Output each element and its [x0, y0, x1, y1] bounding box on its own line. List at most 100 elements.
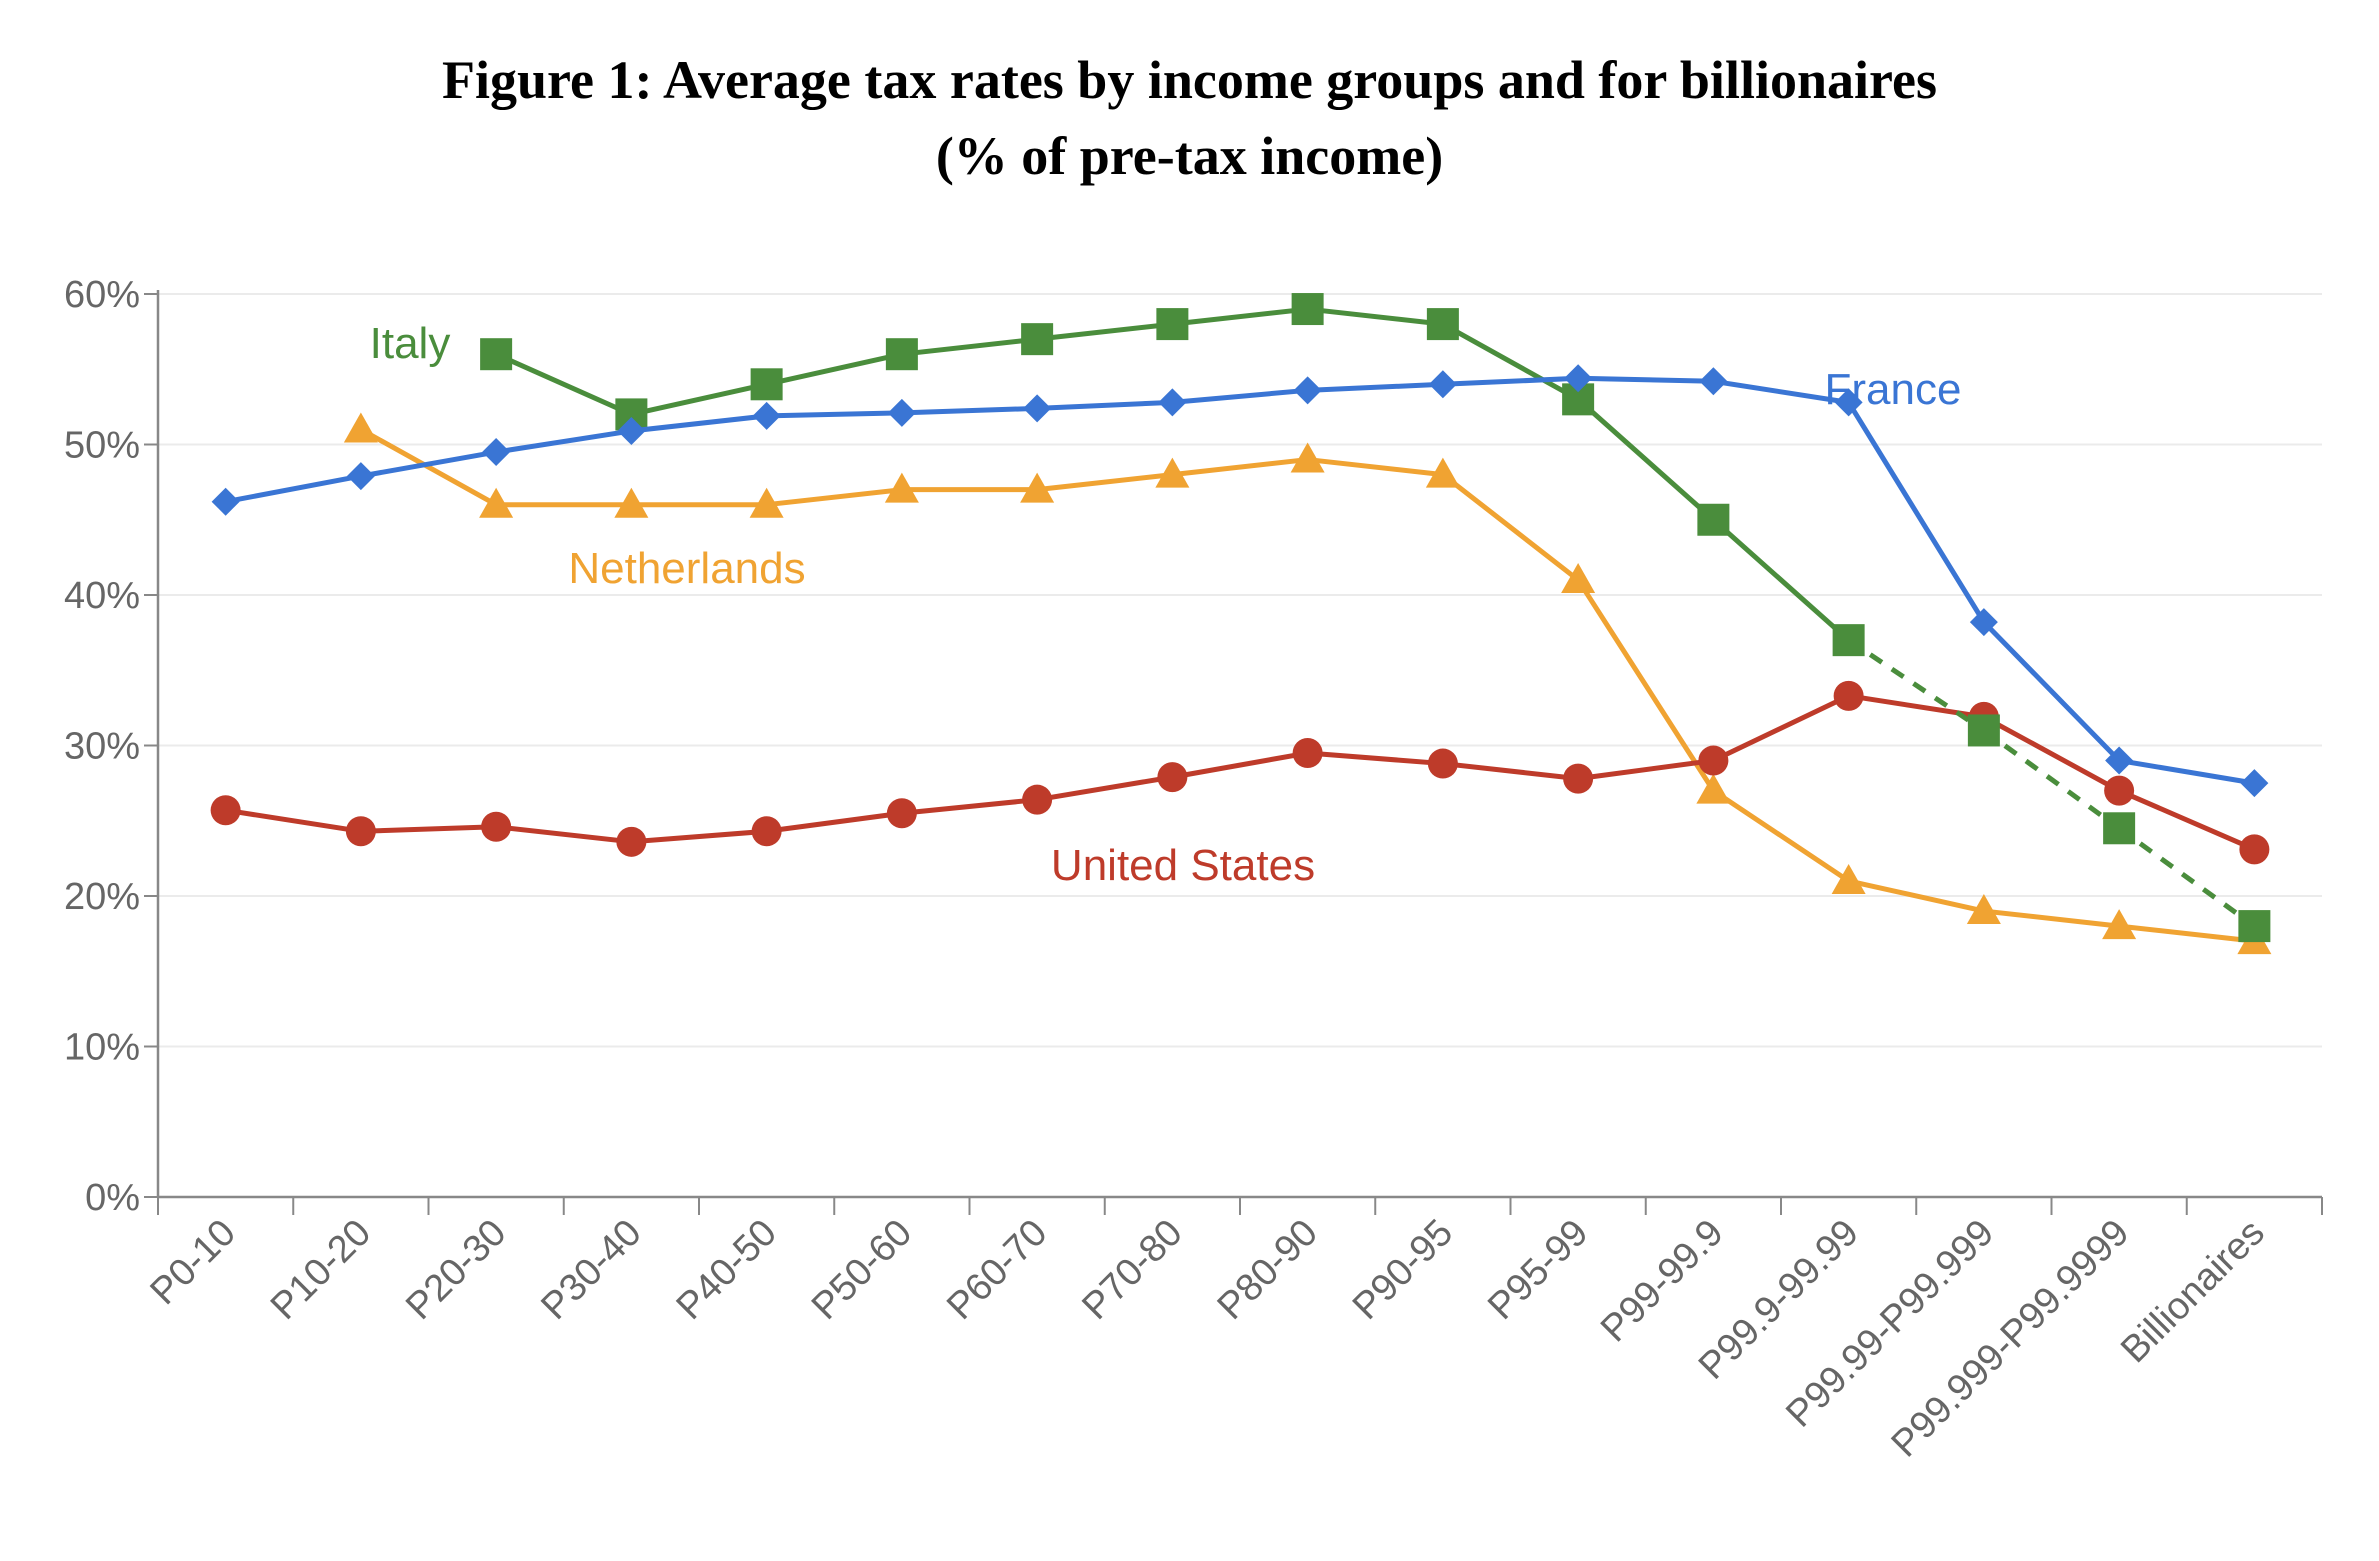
united-states-line-segment — [1440, 761, 1581, 782]
france-point — [1293, 376, 1322, 405]
italy-point — [1832, 624, 1865, 657]
x-tick-label: P99.999-P99.9999 — [1884, 1212, 2138, 1466]
italy-line-segment — [628, 381, 770, 417]
netherlands-point — [1696, 773, 1731, 804]
netherlands-series-label: Netherlands — [568, 544, 805, 593]
italy-line-segment — [1710, 517, 1852, 643]
france-line-segment — [1440, 375, 1581, 387]
italy-point — [2103, 812, 2136, 845]
united-states-point — [1563, 763, 1594, 794]
france-line-segment — [358, 449, 499, 479]
netherlands-line-segment — [1169, 457, 1311, 478]
united-states-point — [1698, 745, 1729, 776]
netherlands-line-segment — [1846, 878, 1987, 914]
chart-title: Figure 1: Average tax rates by income gr… — [442, 50, 1937, 110]
x-tick-label: P30-40 — [533, 1212, 649, 1328]
united-states-line-segment — [2116, 788, 2257, 852]
france-line-segment — [1034, 399, 1175, 411]
netherlands-line-segment — [1440, 472, 1581, 583]
france-line-segment — [223, 473, 364, 505]
italy-line-segment — [2117, 826, 2256, 929]
netherlands-point — [1966, 894, 2001, 925]
x-tick-label: P50-60 — [804, 1212, 920, 1328]
france-point — [1564, 364, 1593, 393]
italy-point — [1156, 308, 1189, 341]
italy-line-segment — [1440, 321, 1581, 402]
france-line-segment — [493, 428, 634, 455]
united-states-point — [1427, 748, 1458, 779]
y-tick-label: 50% — [64, 425, 140, 467]
united-states-point — [751, 816, 782, 847]
france-line-segment — [1846, 399, 1987, 625]
france-line-segment — [1981, 619, 2122, 764]
france-point — [1834, 388, 1863, 417]
italy-line-segment — [1982, 728, 2121, 831]
france-line-segment — [628, 413, 770, 434]
france-line-segment — [899, 405, 1040, 416]
united-states-point — [210, 795, 241, 826]
france-line-segment — [1305, 381, 1446, 393]
italy-point — [1291, 293, 1324, 326]
united-states-line-segment — [1169, 750, 1311, 780]
france-point — [1158, 388, 1187, 417]
netherlands-point — [1831, 863, 1866, 894]
netherlands-line-segment — [764, 487, 905, 508]
y-tick-label: 60% — [64, 274, 140, 316]
united-states-point — [1292, 738, 1323, 769]
italy-line-segment — [1034, 321, 1175, 342]
x-tick-label: P0-10 — [143, 1212, 244, 1313]
italy-point — [2238, 910, 2271, 943]
netherlands-line-segment — [1034, 472, 1175, 493]
chart-title-block: Figure 1: Average tax rates by income gr… — [0, 42, 2379, 194]
netherlands-point — [479, 487, 514, 518]
united-states-point — [1157, 762, 1188, 793]
italy-point — [885, 338, 918, 371]
x-tick-label: P60-70 — [939, 1212, 1055, 1328]
netherlands-line-segment — [1575, 577, 1716, 794]
italy-line-segment — [1575, 396, 1716, 523]
france-point — [1969, 608, 1998, 637]
france-point — [1699, 367, 1728, 396]
united-states-line-segment — [1305, 750, 1446, 767]
france-point — [752, 401, 781, 430]
netherlands-point — [1290, 442, 1325, 473]
united-states-line-segment — [1846, 693, 1987, 720]
united-states-line-segment — [358, 824, 499, 834]
x-tick-label: P20-30 — [398, 1212, 514, 1328]
netherlands-line-segment — [358, 426, 499, 508]
netherlands-point — [1425, 457, 1460, 488]
italy-series-label: Italy — [370, 319, 451, 368]
united-states-point — [1833, 680, 1864, 711]
netherlands-line-segment — [1305, 457, 1446, 478]
netherlands-point — [749, 487, 784, 518]
united-states-line-segment — [493, 824, 634, 845]
united-states-point — [616, 826, 647, 857]
x-tick-label: P95-99 — [1480, 1212, 1596, 1328]
france-series-label: France — [1825, 365, 1962, 414]
y-tick-label: 20% — [64, 876, 140, 918]
netherlands-point — [614, 487, 649, 518]
italy-line-segment — [899, 336, 1040, 357]
italy-point — [1967, 714, 2000, 747]
united-states-point — [345, 816, 376, 847]
united-states-point — [2104, 775, 2135, 806]
france-point — [617, 416, 646, 445]
united-states-series-label: United States — [1051, 841, 1315, 890]
italy-line-segment — [1169, 306, 1311, 327]
united-states-point — [886, 798, 917, 829]
x-tick-label: P40-50 — [669, 1212, 785, 1328]
x-tick-label: P80-90 — [1210, 1212, 1326, 1328]
netherlands-point — [884, 472, 919, 503]
france-line-segment — [1169, 387, 1311, 405]
italy-point — [1426, 308, 1459, 341]
france-point — [2105, 746, 2134, 775]
chart-subtitle: (% of pre-tax income) — [935, 126, 1444, 186]
united-states-line-segment — [899, 797, 1040, 816]
netherlands-point — [1561, 562, 1596, 593]
united-states-line-segment — [223, 807, 364, 834]
italy-line-segment — [764, 351, 905, 387]
united-states-line-segment — [1710, 693, 1852, 764]
italy-point — [480, 338, 513, 371]
united-states-point — [1022, 784, 1053, 815]
